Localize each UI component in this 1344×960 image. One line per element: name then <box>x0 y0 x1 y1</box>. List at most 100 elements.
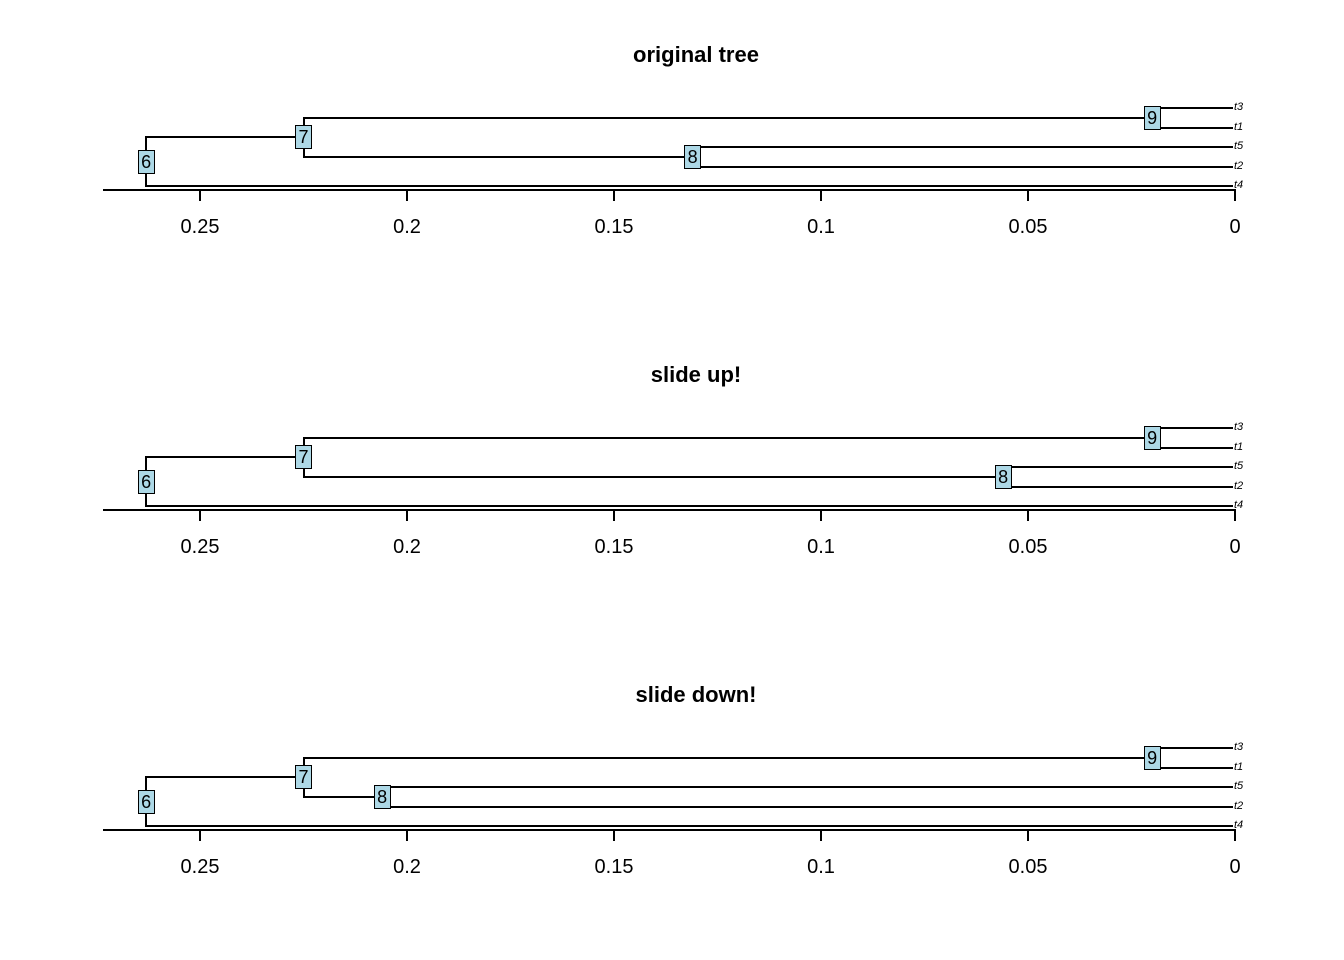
axis-tick-label: 0.2 <box>393 856 421 878</box>
axis-line <box>103 829 1236 831</box>
axis-tick <box>820 189 822 201</box>
branch-9-t3 <box>1152 747 1233 749</box>
node-6-label: 6 <box>137 789 155 814</box>
node-7-label: 7 <box>295 125 312 150</box>
axis-tick-label: 0.25 <box>180 536 220 558</box>
axis-tick-label: 0.25 <box>180 856 220 878</box>
axis-tick <box>199 189 201 201</box>
branch-8-t2 <box>1003 485 1233 488</box>
branch-7-9 <box>303 756 1153 759</box>
axis-tick <box>820 829 822 841</box>
axis-tick-label: 0.05 <box>1008 536 1048 558</box>
tip-label-t5: t5 <box>1234 780 1244 792</box>
tip-label-t3: t3 <box>1234 421 1244 433</box>
node-8-label: 8 <box>373 784 391 809</box>
branch-7-8 <box>303 475 1004 478</box>
axis-tick <box>1027 829 1029 841</box>
panel-slide-up: slide up! 0.25 0.2 0.15 0.1 0.05 0 t3 t1 t5 t2 t4 9… <box>0 320 1344 640</box>
node-7-label: 7 <box>295 765 312 790</box>
tip-label-t1: t1 <box>1234 760 1244 773</box>
tip-label-t4: t4 <box>1234 819 1244 831</box>
branch-8-t5 <box>692 146 1233 148</box>
node-9-label: 9 <box>1143 425 1161 450</box>
node-9-label: 9 <box>1143 105 1161 130</box>
panel-title: original tree <box>633 42 759 67</box>
branch-8-t5 <box>1003 466 1233 468</box>
axis-tick <box>1027 189 1029 201</box>
branch-6-7 <box>146 456 304 459</box>
axis-tick <box>406 509 408 521</box>
axis-tick <box>820 509 822 521</box>
axis-tick <box>199 509 201 521</box>
axis-tick-label: 0.25 <box>180 216 220 238</box>
panel-title: slide down! <box>635 682 757 707</box>
axis-tick <box>613 189 615 201</box>
axis-tick-label: 0.15 <box>594 856 634 878</box>
axis-tick <box>199 829 201 841</box>
axis-tick-label: 0 <box>1229 856 1241 878</box>
tip-label-t2: t2 <box>1234 159 1244 172</box>
branch-6-t4 <box>146 185 1233 187</box>
tip-label-t3: t3 <box>1234 101 1244 113</box>
axis-tick-label: 0.2 <box>393 536 421 558</box>
panel-title: slide up! <box>650 362 742 387</box>
node-7-label: 7 <box>295 445 312 470</box>
axis-tick-label: 0 <box>1229 536 1241 558</box>
branch-6-7 <box>146 776 304 779</box>
branch-9-t3 <box>1152 107 1233 109</box>
axis-tick <box>1234 509 1236 521</box>
branch-6-t4 <box>146 825 1233 827</box>
axis-tick-label: 0.1 <box>807 216 835 238</box>
node-9-label: 9 <box>1143 745 1161 770</box>
axis-tick-label: 0 <box>1229 216 1241 238</box>
axis-tick-label: 0.2 <box>393 216 421 238</box>
axis-line <box>103 189 1236 191</box>
tip-label-t2: t2 <box>1234 799 1244 812</box>
branch-7-8 <box>303 795 383 798</box>
branch-8-t5 <box>382 786 1233 788</box>
node-6-label: 6 <box>137 149 155 174</box>
branch-9-t3 <box>1152 427 1233 429</box>
panel-original-tree: original tree 0.25 0.2 0.15 0.1 0.05 0 t3 t1 t5 t… <box>0 0 1344 320</box>
axis-tick-label: 0.15 <box>594 536 634 558</box>
branch-6-t4 <box>146 505 1233 507</box>
tree-plot-slide-down: 0.25 0.2 0.15 0.1 0.05 0 t3 t1 t5 t2 t4 9 8 7 6 <box>0 640 1344 960</box>
tip-label-t3: t3 <box>1234 741 1244 753</box>
panel-slide-down: slide down! 0.25 0.2 0.15 0.1 0.05 0 t3 t1 t5 t2 t… <box>0 640 1344 960</box>
tip-label-t1: t1 <box>1234 120 1244 133</box>
axis-tick-label: 0.05 <box>1008 216 1048 238</box>
branch-9-t1 <box>1152 446 1233 449</box>
branch-7-8 <box>303 155 693 158</box>
branch-9-t1 <box>1152 126 1233 129</box>
node-6-label: 6 <box>137 469 155 494</box>
node-8-label: 8 <box>994 464 1012 489</box>
axis-tick <box>613 509 615 521</box>
tree-plot-slide-up: 0.25 0.2 0.15 0.1 0.05 0 t3 t1 t5 t2 t4 9 8 7 6 <box>0 320 1344 640</box>
axis-tick <box>406 829 408 841</box>
axis-tick-label: 0.05 <box>1008 856 1048 878</box>
axis-tick <box>406 189 408 201</box>
tree-plot-original: 0.25 0.2 0.15 0.1 0.05 0 t3 t1 t5 t2 t4 9 8 7 6 <box>0 0 1344 320</box>
tip-label-t5: t5 <box>1234 140 1244 152</box>
axis-tick-label: 0.1 <box>807 536 835 558</box>
tip-label-t1: t1 <box>1234 440 1244 453</box>
branch-9-t1 <box>1152 766 1233 769</box>
branch-6-7 <box>146 136 304 139</box>
tip-label-t5: t5 <box>1234 460 1244 472</box>
axis-line <box>103 509 1236 511</box>
branch-8-t2 <box>692 165 1233 168</box>
branch-7-9 <box>303 436 1153 439</box>
branch-7-9 <box>303 116 1153 119</box>
node-8-label: 8 <box>684 144 702 169</box>
tip-label-t2: t2 <box>1234 479 1244 492</box>
tip-label-t4: t4 <box>1234 179 1244 191</box>
axis-tick <box>1234 189 1236 201</box>
axis-tick <box>1234 829 1236 841</box>
axis-tick-label: 0.1 <box>807 856 835 878</box>
axis-tick-label: 0.15 <box>594 216 634 238</box>
branch-8-t2 <box>382 805 1233 808</box>
axis-tick <box>613 829 615 841</box>
axis-tick <box>1027 509 1029 521</box>
tip-label-t4: t4 <box>1234 499 1244 511</box>
